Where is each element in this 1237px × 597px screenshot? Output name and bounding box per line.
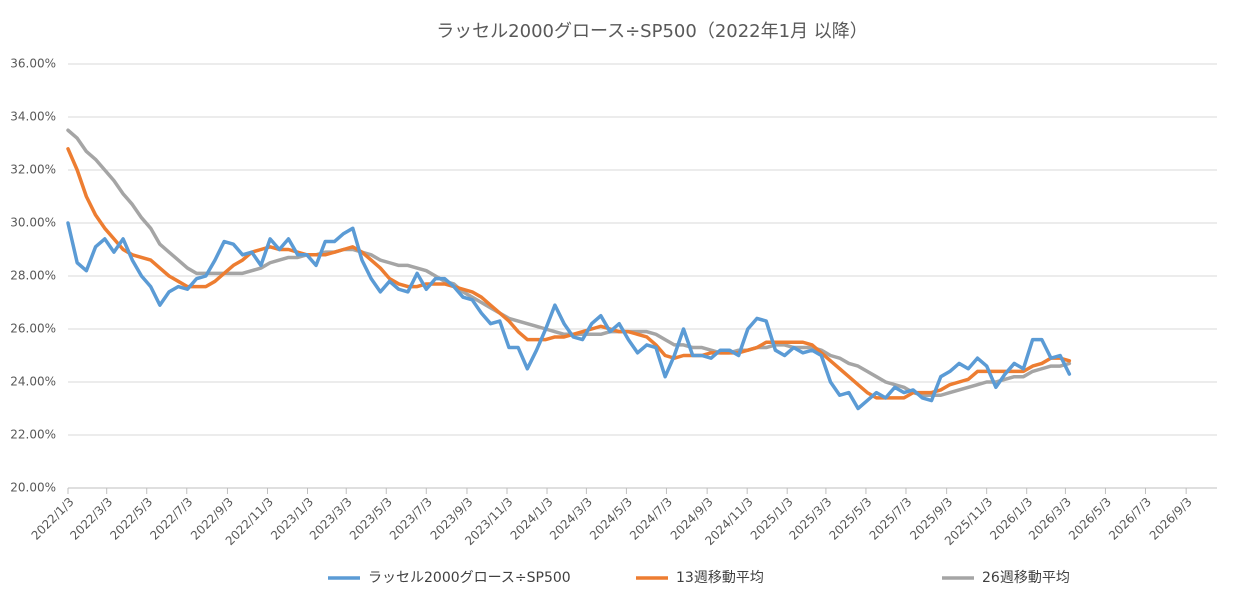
y-tick-label: 36.00% xyxy=(10,57,56,71)
y-tick-label: 30.00% xyxy=(10,216,56,230)
y-tick-label: 28.00% xyxy=(10,269,56,283)
y-tick-label: 32.00% xyxy=(10,163,56,177)
series-line xyxy=(66,147,1072,400)
series-line xyxy=(66,221,1072,411)
y-tick-label: 26.00% xyxy=(10,322,56,336)
y-tick-label: 20.00% xyxy=(10,481,56,495)
y-tick-label: 34.00% xyxy=(10,110,56,124)
legend-text: 26週移動平均 xyxy=(982,570,1070,586)
y-tick-label: 22.00% xyxy=(10,428,56,442)
legend-text: ラッセル2000グロース÷SP500 xyxy=(368,570,571,586)
legend-text: 13週移動平均 xyxy=(676,570,764,586)
chart-title: ラッセル2000グロース÷SP500（2022年1月 以降） xyxy=(436,21,868,42)
y-tick-label: 24.00% xyxy=(10,375,56,389)
